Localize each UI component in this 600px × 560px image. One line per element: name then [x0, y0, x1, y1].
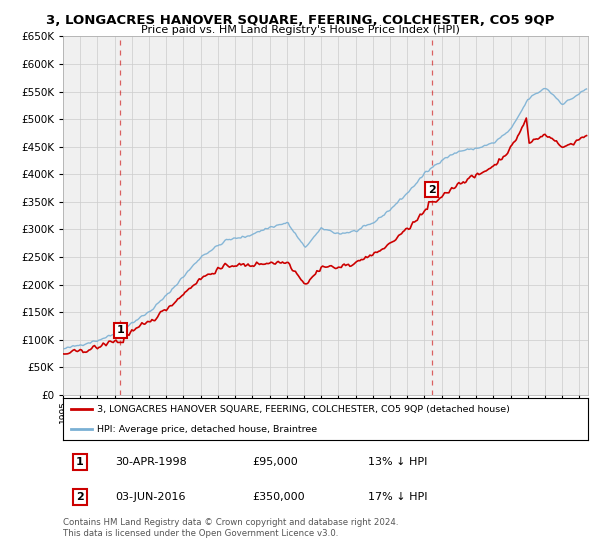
Text: 1: 1: [116, 325, 124, 335]
Text: 1: 1: [76, 457, 84, 467]
Text: 3, LONGACRES HANOVER SQUARE, FEERING, COLCHESTER, CO5 9QP (detached house): 3, LONGACRES HANOVER SQUARE, FEERING, CO…: [97, 405, 510, 414]
Text: 3, LONGACRES HANOVER SQUARE, FEERING, COLCHESTER, CO5 9QP: 3, LONGACRES HANOVER SQUARE, FEERING, CO…: [46, 14, 554, 27]
Text: This data is licensed under the Open Government Licence v3.0.: This data is licensed under the Open Gov…: [63, 529, 338, 538]
Text: Price paid vs. HM Land Registry's House Price Index (HPI): Price paid vs. HM Land Registry's House …: [140, 25, 460, 35]
Text: £350,000: £350,000: [252, 492, 305, 502]
Text: 2: 2: [76, 492, 84, 502]
Text: 30-APR-1998: 30-APR-1998: [115, 457, 187, 467]
Text: £95,000: £95,000: [252, 457, 298, 467]
Text: HPI: Average price, detached house, Braintree: HPI: Average price, detached house, Brai…: [97, 424, 317, 433]
Text: 17% ↓ HPI: 17% ↓ HPI: [367, 492, 427, 502]
Text: 03-JUN-2016: 03-JUN-2016: [115, 492, 186, 502]
Text: Contains HM Land Registry data © Crown copyright and database right 2024.: Contains HM Land Registry data © Crown c…: [63, 518, 398, 527]
Text: 13% ↓ HPI: 13% ↓ HPI: [367, 457, 427, 467]
Text: 2: 2: [428, 185, 436, 195]
